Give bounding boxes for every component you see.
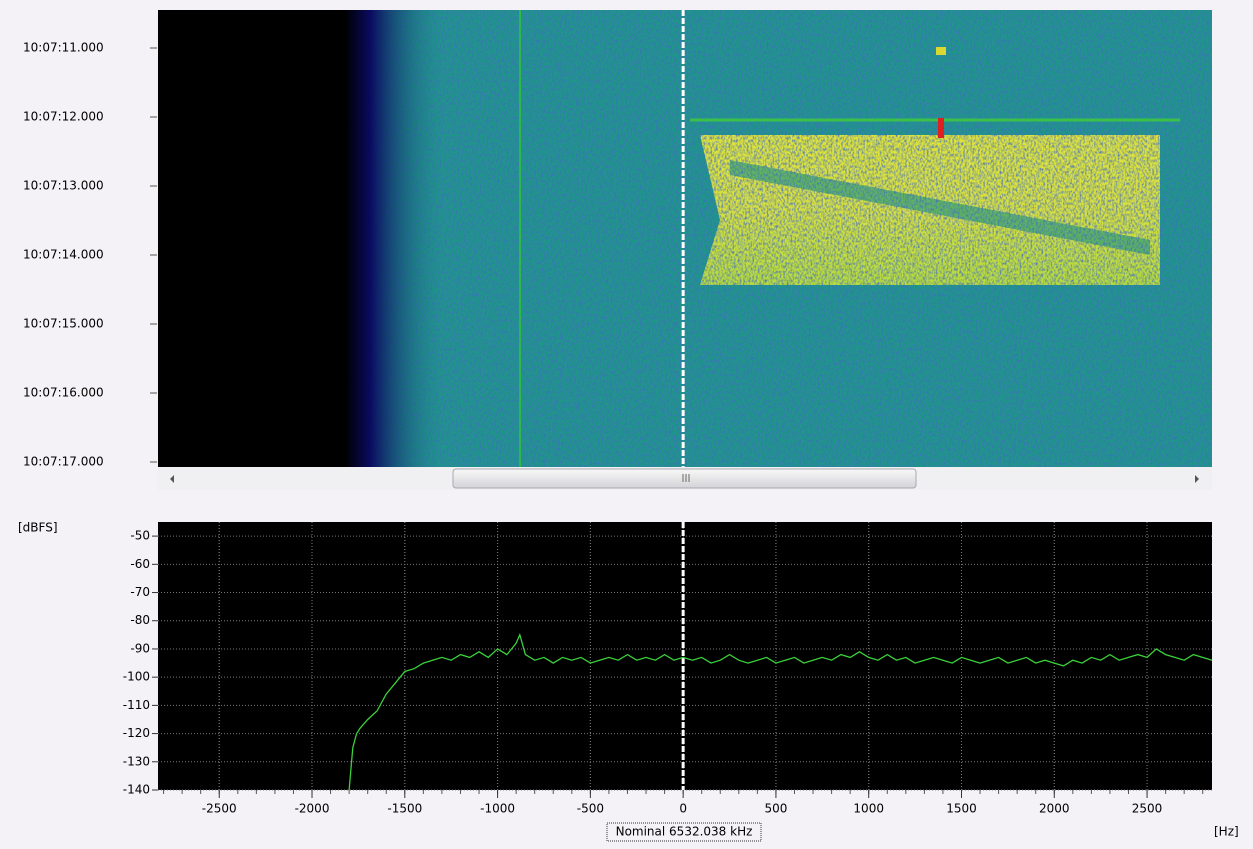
scroll-grip: [682, 474, 690, 482]
waterfall-edge: [345, 10, 445, 467]
y-tick-label: -90: [130, 641, 150, 655]
spectrum-line: [348, 632, 1213, 791]
time-label: 10:07:13.000: [23, 179, 104, 193]
scroll-right[interactable]: [1195, 475, 1199, 483]
x-tick-label: -1500: [387, 802, 422, 816]
y-unit: [dBFS]: [18, 521, 58, 535]
x-tick-label: 1500: [946, 802, 977, 816]
plot-area: [158, 522, 1212, 790]
x-tick-label: 1000: [853, 802, 884, 816]
x-tick-label: -500: [577, 802, 604, 816]
time-label: 10:07:16.000: [23, 386, 104, 400]
y-tick-label: -70: [130, 585, 150, 599]
waterfall-dark: [158, 10, 350, 467]
center-label-box: [606, 822, 762, 842]
x-tick-label: 0: [679, 802, 687, 816]
y-tick-label: -100: [123, 670, 150, 684]
hotspot: [938, 118, 944, 138]
x-tick-label: -1000: [480, 802, 515, 816]
time-label: 10:07:15.000: [23, 317, 104, 331]
y-tick-label: -60: [130, 557, 150, 571]
waterfall: [158, 10, 1212, 467]
y-tick-label: -120: [123, 726, 150, 740]
scroll-thumb[interactable]: [452, 468, 917, 489]
y-tick-label: -50: [130, 529, 150, 543]
x-tick-label: -2000: [295, 802, 330, 816]
x-unit: [Hz]: [1214, 825, 1239, 839]
y-tick-label: -130: [123, 754, 150, 768]
time-label: 10:07:11.000: [23, 41, 104, 55]
center-label: Nominal 6532.038 kHz: [616, 825, 753, 839]
x-tick-label: 2000: [1039, 802, 1070, 816]
x-tick-label: 500: [764, 802, 787, 816]
scroll-left[interactable]: [170, 475, 174, 483]
x-tick-label: 2500: [1132, 802, 1163, 816]
hotspot: [936, 47, 946, 55]
y-tick-label: -80: [130, 613, 150, 627]
time-label: 10:07:14.000: [23, 248, 104, 262]
y-tick-label: -140: [123, 783, 150, 797]
time-label: 10:07:12.000: [23, 110, 104, 124]
y-tick-label: -110: [123, 698, 150, 712]
scrollbar[interactable]: [158, 467, 1212, 490]
x-tick-label: -2500: [202, 802, 237, 816]
time-label: 10:07:17.000: [23, 455, 104, 469]
